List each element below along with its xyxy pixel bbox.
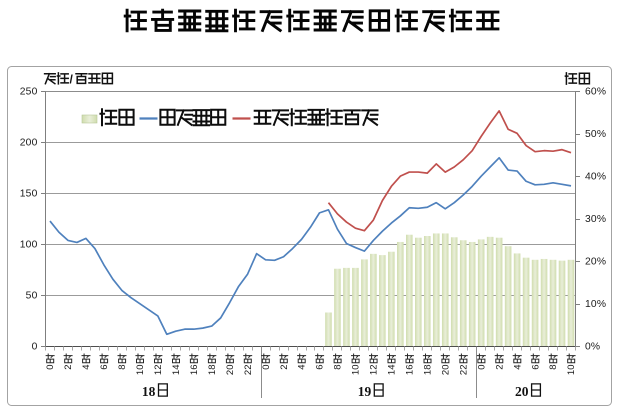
svg-text:0: 0: [476, 365, 487, 370]
svg-text:10: 10: [135, 365, 146, 376]
svg-text:12: 12: [369, 365, 380, 376]
svg-text:2: 2: [279, 365, 290, 370]
svg-text:10%: 10%: [585, 299, 606, 310]
svg-text:16: 16: [189, 365, 200, 376]
svg-text:0: 0: [32, 342, 38, 353]
svg-text:0: 0: [45, 365, 56, 370]
svg-text:14: 14: [171, 365, 182, 376]
svg-text:100: 100: [20, 240, 38, 251]
svg-text:20: 20: [515, 384, 529, 399]
svg-text:0%: 0%: [585, 342, 600, 353]
svg-text:14: 14: [387, 365, 398, 376]
svg-text:18: 18: [207, 365, 218, 376]
svg-text:16: 16: [405, 365, 416, 376]
svg-text:60%: 60%: [585, 87, 606, 98]
svg-text:18: 18: [142, 384, 156, 399]
svg-text:20: 20: [225, 365, 236, 376]
svg-text:22: 22: [243, 365, 254, 376]
svg-text:200: 200: [20, 138, 38, 149]
svg-text:8: 8: [548, 365, 559, 370]
svg-text:/: /: [70, 73, 74, 87]
svg-text:6: 6: [315, 365, 326, 370]
svg-text:20%: 20%: [585, 257, 606, 268]
svg-text:50: 50: [26, 291, 38, 302]
svg-text:150: 150: [20, 189, 38, 200]
svg-text:18: 18: [423, 365, 434, 376]
svg-text:8: 8: [117, 365, 128, 370]
svg-text:12: 12: [153, 365, 164, 376]
svg-text:250: 250: [20, 87, 38, 98]
svg-text:10: 10: [351, 365, 362, 376]
svg-text:20: 20: [440, 365, 451, 376]
svg-text:50%: 50%: [585, 129, 606, 140]
svg-text:2: 2: [63, 365, 74, 370]
svg-text:2: 2: [494, 365, 505, 370]
svg-text:10: 10: [566, 365, 577, 376]
svg-text:30%: 30%: [585, 214, 606, 225]
svg-text:6: 6: [99, 365, 110, 370]
svg-text:40%: 40%: [585, 172, 606, 183]
svg-text:22: 22: [458, 365, 469, 376]
svg-text:4: 4: [81, 365, 92, 370]
svg-text:19: 19: [358, 384, 372, 399]
svg-text:0: 0: [261, 365, 272, 370]
svg-text:4: 4: [512, 365, 523, 370]
svg-text:4: 4: [297, 365, 308, 370]
svg-text:8: 8: [333, 365, 344, 370]
svg-text:6: 6: [530, 365, 541, 370]
